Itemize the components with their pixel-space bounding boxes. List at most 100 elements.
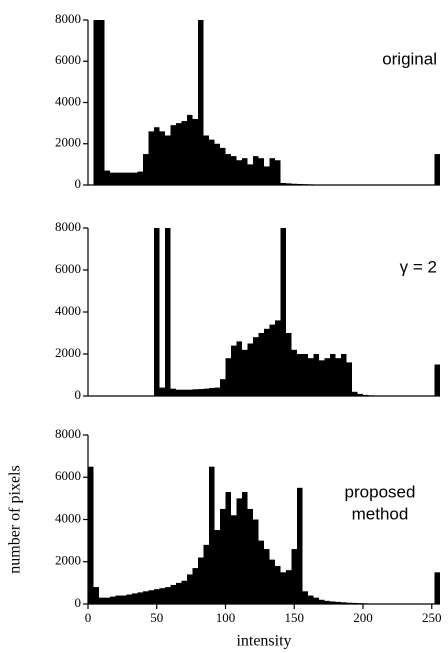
histogram-bar [159,387,165,396]
histogram-bar [280,228,286,396]
histogram-bar [209,466,215,604]
histogram-bar [275,565,281,604]
histogram-bar [357,393,363,396]
histogram-bar [110,172,116,185]
histogram-bar [253,156,259,185]
histogram-bar [264,166,270,185]
histogram-bar [291,549,297,604]
histogram-bar [302,591,308,604]
histogram-bar [258,158,264,185]
histogram-bar [176,123,182,185]
histogram-bar [275,320,281,396]
histogram-bar [104,597,110,604]
histogram-bar [225,154,231,185]
histogram-bar [176,582,182,604]
histogram-bar [330,601,336,604]
x-tick-label: 200 [353,610,373,625]
histogram-bar [352,391,358,396]
histogram-bar [99,20,105,185]
histogram-bar [275,160,281,185]
histogram-bar [192,568,198,604]
histogram-bar [192,119,198,185]
histogram-bar [286,333,292,396]
histogram-bar [302,354,308,396]
histogram-bar [159,131,165,185]
histogram-bar [165,587,171,604]
y-tick-label: 2000 [55,553,81,568]
histogram-bar [209,139,215,185]
histogram-bar [214,143,220,185]
histogram-bar [126,594,132,604]
x-tick-label: 50 [150,610,163,625]
histogram-bar [286,183,292,185]
histogram-bar [203,388,209,396]
histogram-bar [330,354,336,396]
y-tick-label: 8000 [55,219,81,234]
histogram-bar [198,20,204,185]
histogram-bar [154,228,160,396]
histogram-bar [231,156,237,185]
histogram-bar [225,358,231,396]
histogram-bar [192,389,198,396]
histogram-bar [313,597,319,604]
histogram-bar [93,20,99,185]
histogram-bar [170,584,176,604]
y-tick-label: 6000 [55,261,81,276]
histogram-bar [291,183,297,185]
histogram-bar [264,328,270,396]
annotation: γ = 2 [400,257,437,276]
histogram-bar [319,360,325,396]
histogram-bar [121,595,127,604]
histogram-bar [280,572,286,604]
histogram-bar [220,379,226,396]
y-tick-label: 4000 [55,303,81,318]
x-tick-label: 150 [285,610,305,625]
annotation: method [352,504,409,523]
histogram-bar [434,154,440,185]
histogram-bar [324,358,330,396]
histogram-bar [110,596,116,604]
histogram-bar [269,559,275,604]
y-tick-label: 0 [75,176,82,191]
y-tick-label: 4000 [55,93,81,108]
x-axis-label: intensity [236,633,291,650]
histogram-bar [165,135,171,185]
histogram-bar [247,343,253,396]
histogram-bar [132,172,138,185]
histogram-bar [115,172,121,185]
histogram-bar [126,172,132,185]
histogram-bar [247,508,253,604]
histogram-bar [242,349,248,396]
histogram-bar [214,387,220,396]
histogram-bar [198,389,204,396]
histogram-bar [99,597,105,604]
histogram-bar [297,354,303,396]
histogram-bar [242,158,248,185]
histogram-bar [258,333,264,396]
histogram-bar [159,588,165,604]
y-tick-label: 0 [75,387,82,402]
histogram-bar [319,599,325,604]
histogram-bar [165,228,171,396]
histogram-bar [214,530,220,604]
histogram-bar [220,147,226,185]
annotation: proposed [345,482,416,501]
histogram-bar [335,358,341,396]
histogram-bar [104,170,110,185]
histogram-bar [341,354,347,396]
histogram-bar [434,572,440,604]
y-tick-label: 0 [75,595,82,610]
histogram-bar [220,508,226,604]
histogram-bar [346,362,352,396]
histogram-bar [209,388,215,396]
histogram-bar [264,549,270,604]
histogram-bar [253,519,259,604]
histogram-bar [93,587,99,604]
histogram-bar [253,337,259,396]
y-tick-label: 6000 [55,468,81,483]
histogram-bar [187,114,193,185]
histogram-bar [137,592,143,604]
histogram-bar [291,349,297,396]
histogram-bar [308,358,314,396]
